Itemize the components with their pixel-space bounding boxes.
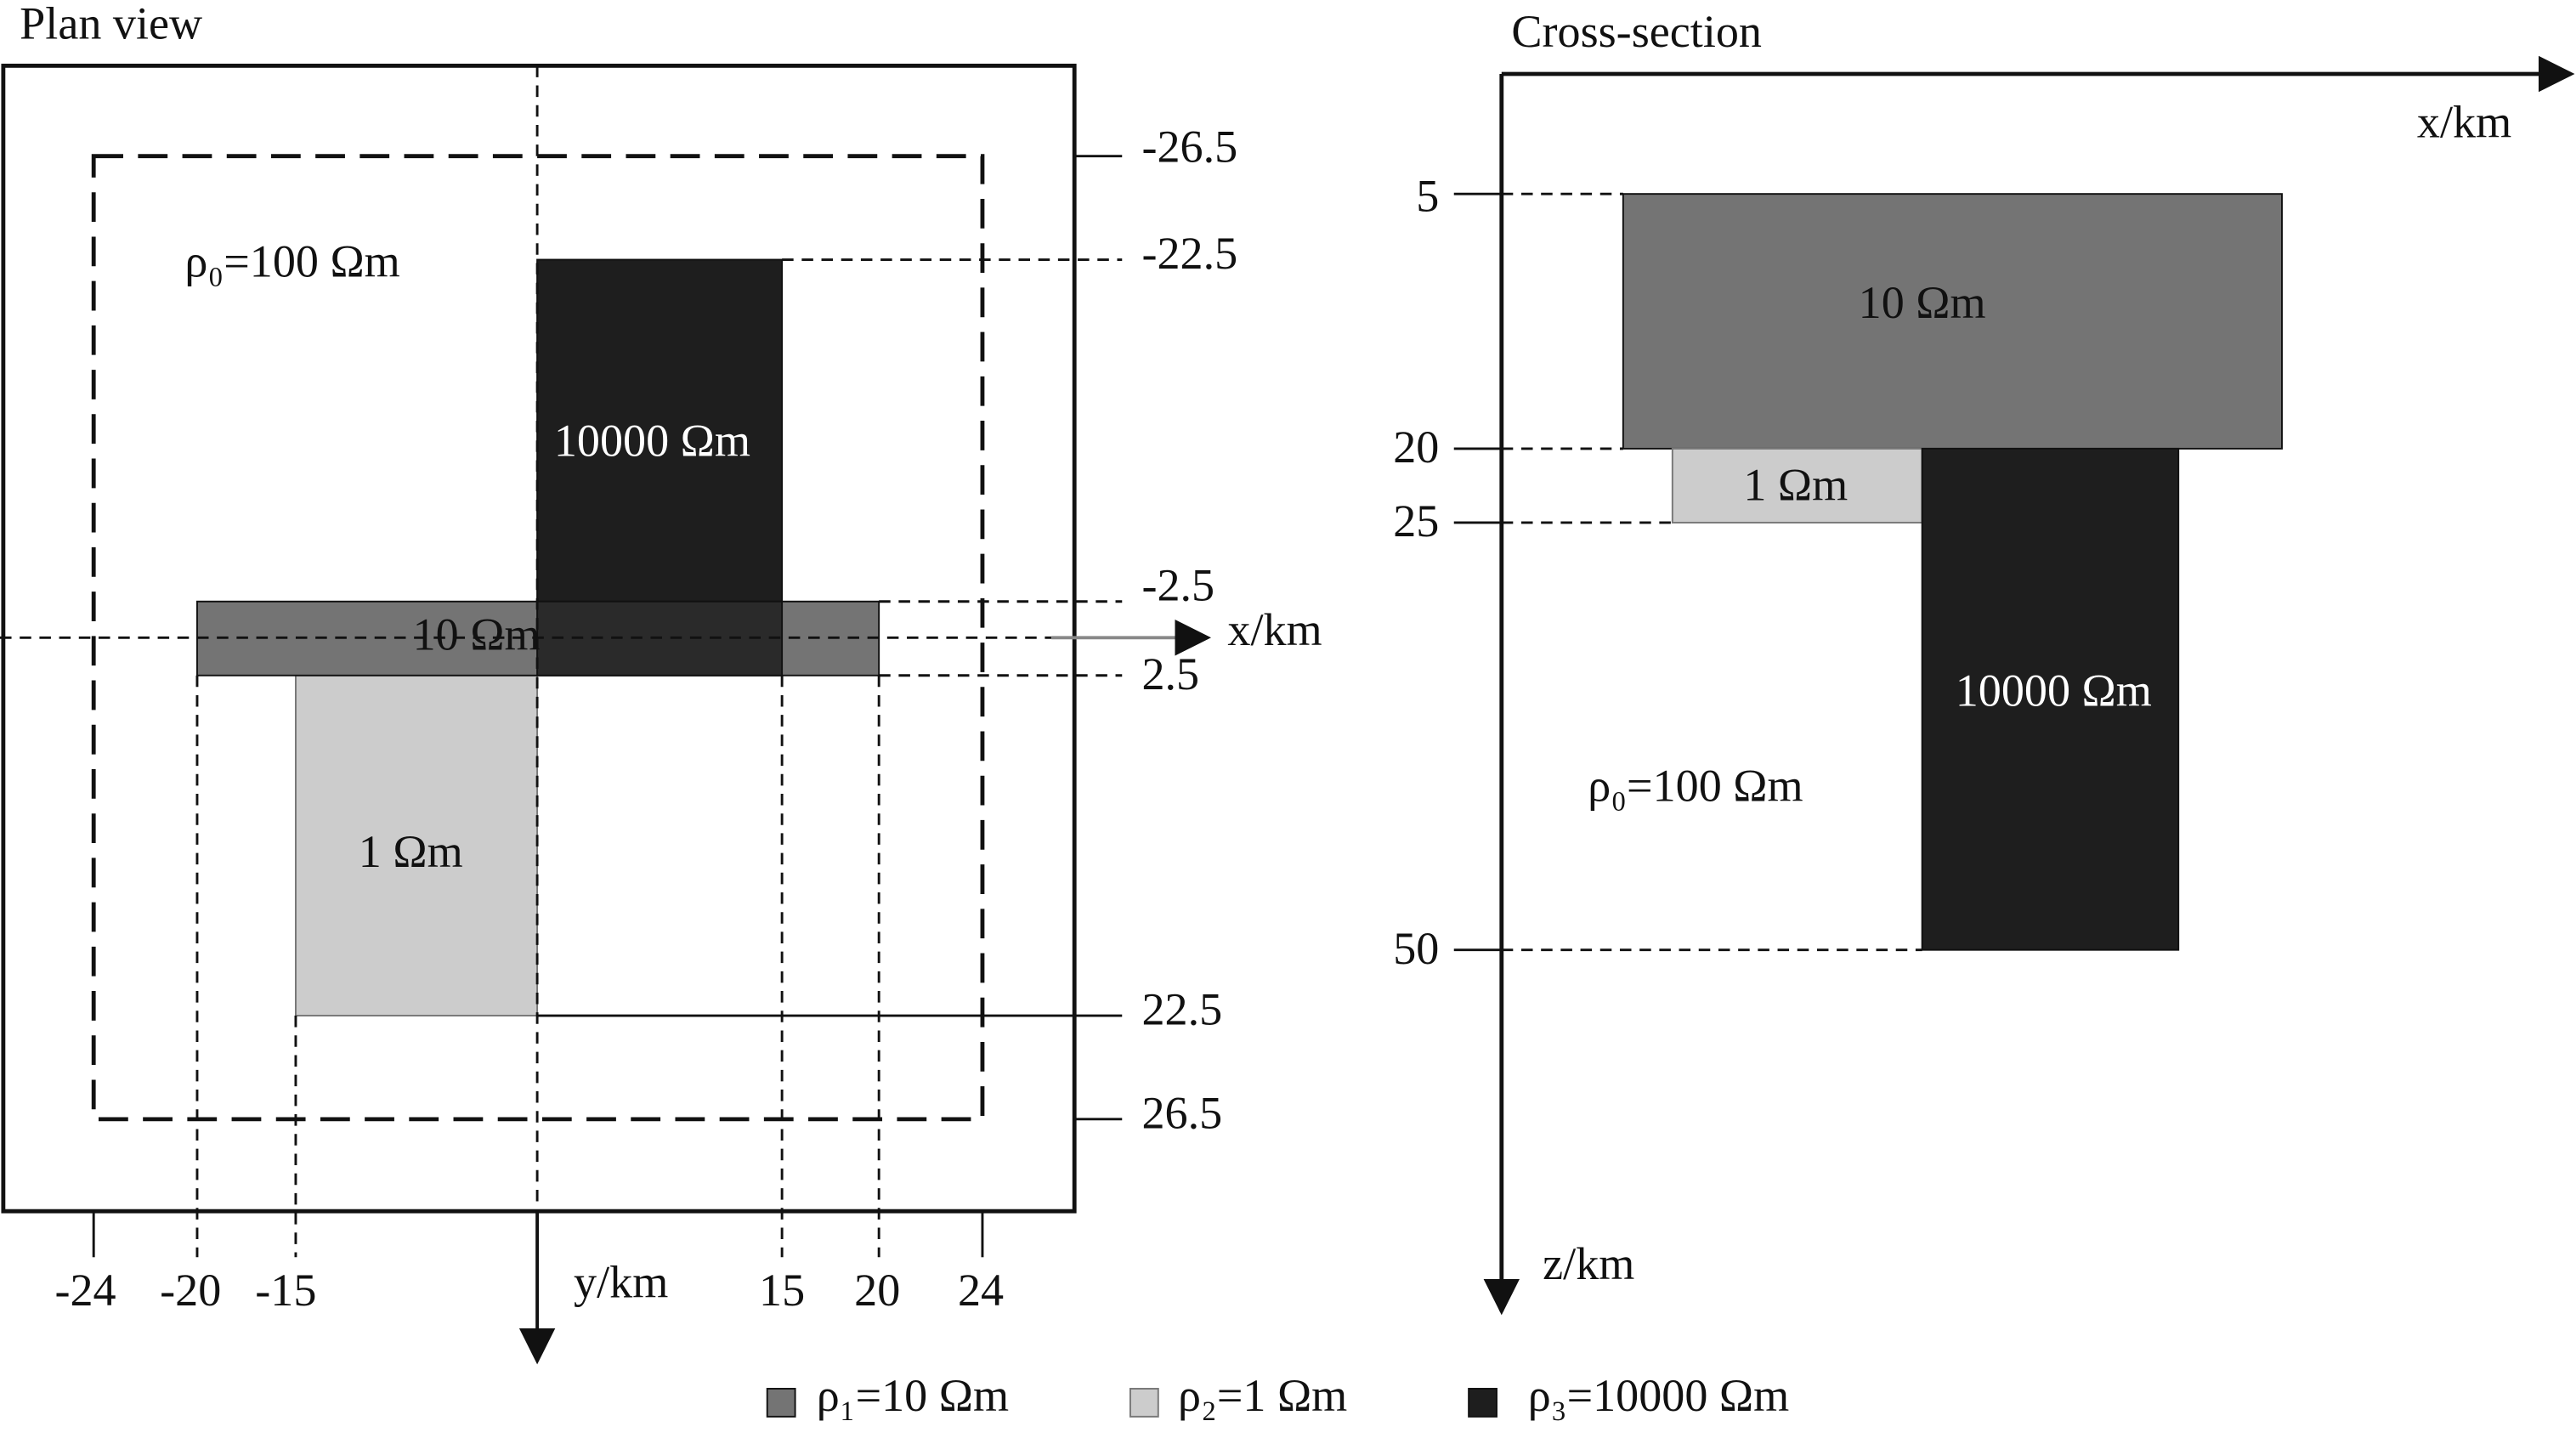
y-tick: 22.5 xyxy=(1141,984,1222,1035)
x-tick: 20 xyxy=(854,1265,900,1316)
legend-label: ρ₂=1 Ωm xyxy=(1178,1370,1347,1421)
block-10000 xyxy=(1921,447,2180,951)
y-axis-label: y/km xyxy=(574,1257,668,1308)
plan-title: Plan view xyxy=(20,0,202,48)
legend-label: ρ₁=10 Ωm xyxy=(817,1370,1009,1421)
x-tick: 15 xyxy=(759,1265,805,1316)
x-tick: -24 xyxy=(54,1265,116,1316)
block-1 xyxy=(1671,447,1923,524)
background-label: ρ₀=100 Ωm xyxy=(184,236,399,287)
y-tick: -22.5 xyxy=(1141,228,1237,279)
x-tick: -20 xyxy=(160,1265,221,1316)
legend-swatch xyxy=(1468,1388,1497,1418)
depth-tick: 25 xyxy=(1393,495,1439,546)
y-tick: -2.5 xyxy=(1141,560,1214,611)
block-label: 10 Ωm xyxy=(1859,277,1986,328)
z-axis-label: z/km xyxy=(1543,1238,1634,1289)
cross-section: Cross-section 5 20 25 50 x/km z/km ρ₀=10… xyxy=(1393,6,2575,1316)
plan-view: Plan view -26.5 -22.5 -2.5 2.5 22.5 26.5… xyxy=(0,0,1322,1365)
block-label: 1 Ωm xyxy=(359,826,463,877)
y-tick: 2.5 xyxy=(1141,648,1199,699)
x-axis-label: x/km xyxy=(1227,604,1322,655)
legend-label: ρ₃=10000 Ωm xyxy=(1528,1370,1790,1421)
depth-tick: 20 xyxy=(1393,422,1439,473)
y-tick: 26.5 xyxy=(1141,1087,1222,1138)
depth-tick: 5 xyxy=(1416,170,1439,221)
block-label: 10000 Ωm xyxy=(1956,665,2152,716)
x-tick: -15 xyxy=(255,1265,316,1316)
block-1 xyxy=(294,674,539,1017)
background-label: ρ₀=100 Ωm xyxy=(1588,761,1803,812)
legend-swatch xyxy=(766,1388,796,1418)
x-axis-label: x/km xyxy=(2417,96,2511,147)
legend: ρ₁=10 Ωm ρ₂=1 Ωm ρ₃=10000 Ωm xyxy=(766,1370,1790,1421)
legend-swatch xyxy=(1129,1388,1159,1418)
block-label: 10 Ωm xyxy=(413,609,541,660)
section-title: Cross-section xyxy=(1511,6,1762,57)
depth-tick: 50 xyxy=(1393,923,1439,974)
x-tick: 24 xyxy=(958,1265,1004,1316)
block-label: 1 Ωm xyxy=(1743,460,1848,511)
block-label: 10000 Ωm xyxy=(554,415,750,466)
y-tick: -26.5 xyxy=(1141,121,1237,172)
